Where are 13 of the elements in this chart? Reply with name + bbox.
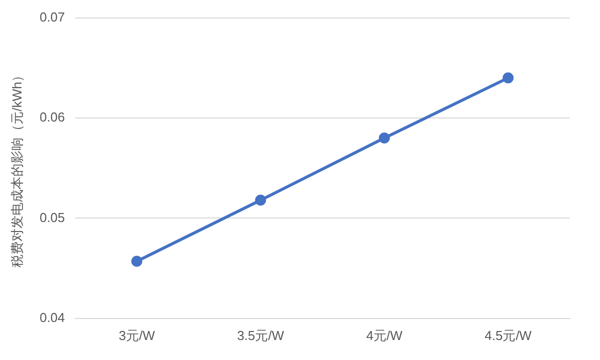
point bbox=[502, 72, 514, 84]
point bbox=[378, 132, 390, 144]
x-tick-label: 4元/W bbox=[366, 328, 404, 343]
point bbox=[131, 256, 142, 267]
x-tick-label: 3元/W bbox=[118, 328, 156, 343]
x-tick-label: 3.5元/W bbox=[237, 328, 285, 343]
x-tick-label: 4.5元/W bbox=[484, 328, 532, 343]
y-tick-label: 0.06 bbox=[40, 110, 65, 125]
y-axis-title: 税费对发电成本的影响（元/kWh） bbox=[9, 68, 24, 268]
y-tick-label: 0.05 bbox=[40, 210, 65, 225]
point bbox=[255, 194, 266, 206]
y-tick-label: 0.07 bbox=[40, 9, 65, 24]
y-tick-label: 0.04 bbox=[40, 310, 65, 325]
